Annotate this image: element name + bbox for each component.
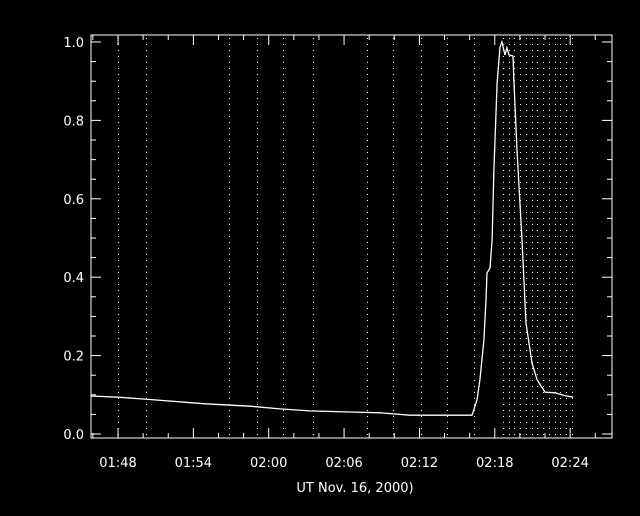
y-tick-label: 0.4: [63, 271, 84, 286]
y-tick-label: 0.0: [63, 428, 84, 443]
x-tick-labels: 01:48 01:54 02:00 02:06 02:12 02:18 02:24: [99, 456, 589, 471]
plot-frame: [90, 34, 613, 439]
x-tick-label: 02:00: [250, 456, 287, 471]
axis-ticks: [91, 35, 612, 438]
marker-lines: [118, 38, 573, 436]
series-line: [90, 39, 574, 416]
x-axis-label: UT Nov. 16, 2000): [296, 481, 413, 496]
x-tick-label: 01:48: [99, 456, 136, 471]
y-tick-label: 0.6: [63, 193, 84, 208]
x-tick-label: 02:18: [476, 456, 513, 471]
x-tick-label: 01:54: [175, 456, 212, 471]
y-tick-label: 1.0: [63, 36, 84, 51]
y-tick-labels: 0.0 0.2 0.4 0.6 0.8 1.0: [63, 36, 84, 443]
y-tick-label: 0.2: [63, 350, 84, 365]
x-tick-label: 02:06: [325, 456, 362, 471]
x-tick-label: 02:12: [401, 456, 438, 471]
y-tick-label: 0.8: [63, 114, 84, 129]
x-tick-label: 02:24: [551, 456, 588, 471]
